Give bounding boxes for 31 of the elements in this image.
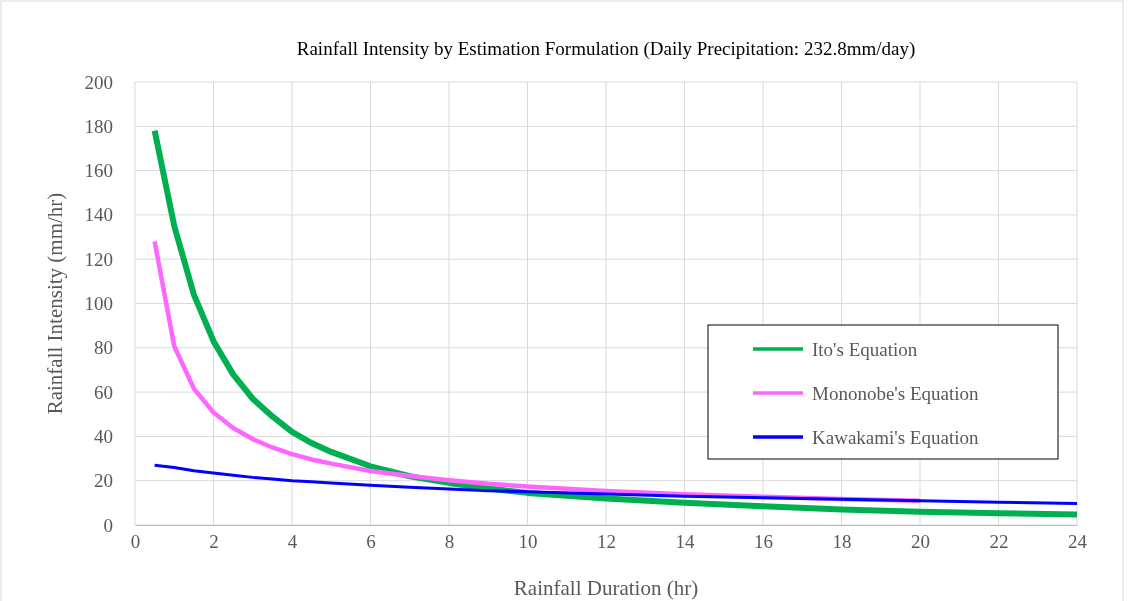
x-tick-label: 24 xyxy=(1068,531,1088,553)
x-tick-label: 16 xyxy=(754,531,773,553)
x-tick-label: 18 xyxy=(832,531,852,553)
y-tick-label: 120 xyxy=(84,248,113,270)
y-tick-label: 100 xyxy=(84,293,113,315)
line-series xyxy=(153,463,1079,506)
x-tick-label: 4 xyxy=(287,531,298,553)
y-axis-title: Rainfall Intensity (mm/hr) xyxy=(43,192,67,415)
x-tick-label: 10 xyxy=(518,531,538,553)
x-tick-label: 8 xyxy=(444,531,455,553)
y-tick-label: 80 xyxy=(94,337,113,359)
x-tick-label: 12 xyxy=(597,531,616,553)
y-tick-label: 200 xyxy=(84,71,113,93)
x-tick-label: 0 xyxy=(130,531,141,553)
x-tick-label: 20 xyxy=(911,531,930,553)
legend-label: Ito's Equation xyxy=(812,339,918,360)
y-tick-label: 20 xyxy=(94,470,113,492)
x-tick-label: 6 xyxy=(366,531,376,553)
x-tick-label: 14 xyxy=(675,531,695,553)
x-tick-label: 22 xyxy=(989,531,1009,553)
y-tick-label: 140 xyxy=(84,204,113,226)
chart-title: Rainfall Intensity by Estimation Formulation (Daily Precipitation: 232.8mm/day) xyxy=(296,38,916,60)
legend-label: Mononobe's Equation xyxy=(812,383,979,404)
x-tick-label: 2 xyxy=(209,531,219,553)
legend-label: Kawakami's Equation xyxy=(812,427,979,448)
y-tick-label: 60 xyxy=(94,381,113,403)
y-tick-label: 180 xyxy=(84,115,113,137)
x-axis-title: Rainfall Duration (hr) xyxy=(513,576,699,600)
y-tick-label: 40 xyxy=(94,425,113,447)
y-tick-label: 0 xyxy=(103,514,113,536)
y-tick-label: 160 xyxy=(84,160,113,182)
